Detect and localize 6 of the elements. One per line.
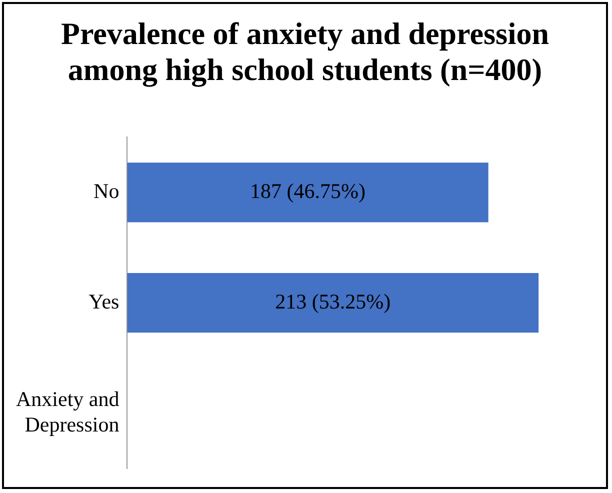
- chart-title: Prevalence of anxiety and depression among high school students (n=400): [60, 16, 550, 88]
- data-label: 213 (53.25%): [275, 289, 391, 314]
- y-tick-label: Yes: [88, 289, 120, 314]
- y-tick-label: Anxiety and Depression: [16, 387, 120, 436]
- data-label: 187 (46.75%): [250, 178, 366, 203]
- y-tick-label: No: [94, 178, 120, 203]
